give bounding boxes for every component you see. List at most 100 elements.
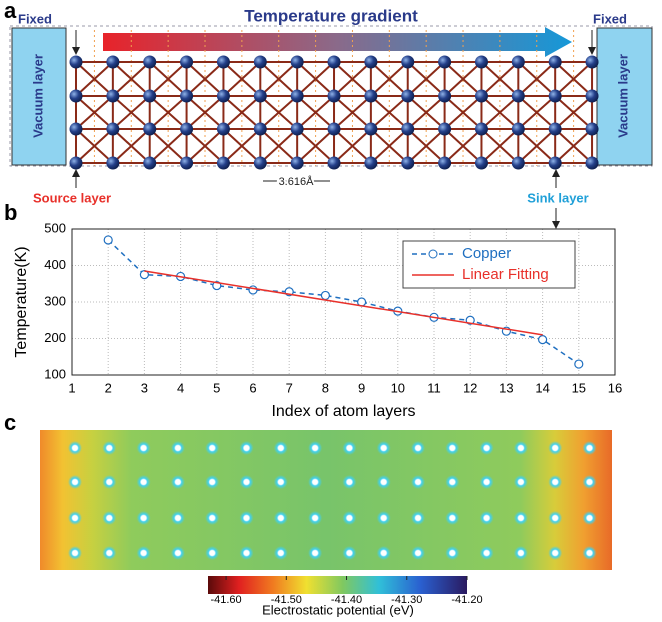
atom: [180, 89, 194, 103]
x-tick-label: 10: [391, 380, 405, 395]
atom-dot: [136, 511, 151, 525]
bond: [443, 128, 483, 164]
y-axis-label: Temperature(K): [13, 246, 30, 357]
plot-frame: [71, 228, 616, 376]
x-tick-label: 14: [535, 380, 549, 395]
atom: [511, 156, 525, 170]
bond: [259, 128, 298, 164]
bond: [296, 95, 335, 130]
bond: [333, 128, 372, 164]
atom-dot: [342, 511, 357, 525]
atom: [327, 156, 341, 170]
bond: [480, 95, 519, 130]
atom: [143, 89, 157, 103]
bond: [149, 95, 188, 130]
atom: [253, 156, 267, 170]
colorbar-ticks: -41.60 -41.50 -41.40 -41.30 -41.20: [210, 576, 483, 606]
atom-dot: [582, 441, 597, 455]
gradient-title: Temperature gradient: [244, 6, 418, 25]
atom: [511, 122, 525, 136]
frame: [9, 25, 653, 167]
atom-dot: [68, 441, 82, 455]
atom-dot: [308, 441, 323, 455]
marker: [248, 285, 258, 295]
bond: [370, 95, 409, 130]
atom-dot: [205, 546, 220, 560]
atom-dot: [170, 475, 185, 489]
x-tick-label: 11: [427, 380, 441, 395]
atom-dot: [548, 546, 563, 560]
atom: [216, 89, 230, 103]
atom-dot: [582, 475, 597, 489]
atom: [327, 89, 341, 103]
colorbar-tick-label: -41.50: [271, 594, 302, 606]
bond: [333, 61, 372, 97]
atom: [364, 55, 378, 69]
marker: [320, 290, 330, 301]
vacuum-box: [11, 27, 67, 166]
atom: [401, 122, 415, 136]
bond: [443, 61, 483, 97]
atom: [511, 89, 525, 103]
atom: [253, 122, 267, 136]
x-tick-label: 3: [141, 380, 148, 395]
atom-dot: [342, 475, 357, 489]
bond: [185, 128, 225, 164]
atom-dot: [205, 441, 220, 455]
x-tick-label: 16: [608, 380, 622, 395]
atom: [69, 89, 83, 103]
atom-dot: [239, 441, 254, 455]
atom: [327, 55, 341, 69]
x-axis-label: Index of atom layers: [271, 403, 415, 420]
atom: [143, 122, 157, 136]
atom-dot: [445, 475, 460, 489]
atom: [585, 122, 599, 136]
vacuum-box: [596, 27, 653, 166]
atom: [474, 156, 488, 170]
atom-dot: [170, 441, 185, 455]
panel-label: a: [4, 0, 17, 23]
atom: [364, 122, 378, 136]
x-tick-label: 8: [322, 380, 329, 395]
vacuum-label: Vacuum layer: [30, 54, 45, 138]
bond: [296, 128, 335, 164]
atom: [585, 156, 599, 170]
bond: [259, 61, 298, 97]
x-tick-label: 13: [499, 380, 513, 395]
legend-box: [402, 240, 576, 289]
atom-dot: [479, 441, 494, 455]
x-tick-label: 7: [286, 380, 293, 395]
x-tick-label: 4: [177, 380, 184, 395]
bond: [517, 128, 556, 164]
line-chart: 1 2 3 4 5 6 7 8 9 10 11 12 13 14 15 16100200300400500In…: [13, 220, 622, 420]
bond: [407, 95, 446, 130]
atom-dot: [513, 475, 528, 489]
atom-dot: [445, 546, 460, 560]
bond: [149, 128, 188, 164]
bond: [185, 61, 225, 97]
atom: [548, 55, 562, 69]
atom: [364, 156, 378, 170]
bond: [222, 61, 261, 97]
atom-dot: [376, 441, 391, 455]
colorbar-label: Electrostatic potential (eV): [262, 602, 414, 617]
bond: [370, 61, 409, 97]
legend-label: Copper: [462, 245, 511, 262]
atom: [401, 156, 415, 170]
bond: [554, 95, 593, 130]
bond: [222, 128, 261, 164]
colorbar: [208, 576, 467, 594]
bond: [112, 128, 151, 164]
atom-dot: [411, 475, 425, 489]
atom-dot: [136, 546, 151, 560]
atom: [327, 122, 341, 136]
atom-dot: [582, 546, 597, 560]
atom-dot: [479, 546, 494, 560]
marker: [139, 270, 149, 280]
atom-dot: [68, 511, 82, 525]
atom: [364, 89, 378, 103]
x-tick-label: 2: [105, 380, 112, 395]
gradient-arrow: [103, 27, 572, 57]
marker: [103, 235, 113, 245]
